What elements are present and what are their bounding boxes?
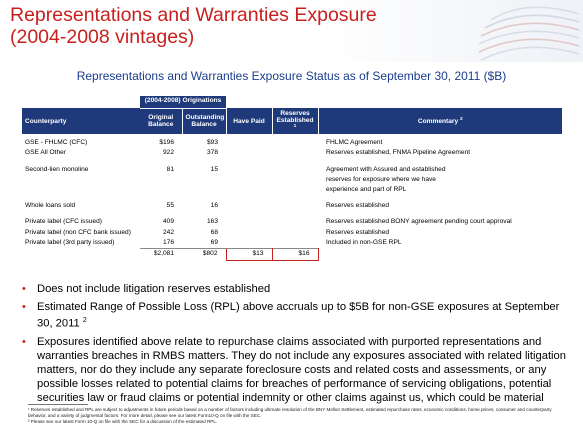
col-outstanding-line1: Outstanding [185,114,225,122]
row-commentary: FHLMC Agreement [326,139,383,146]
col-counterparty: Counterparty [22,108,140,134]
row-original: 922 [162,149,174,157]
col-reserves-footnote-ref: 1 [293,123,297,129]
row-original: 176 [162,238,174,246]
row-commentary: Reserves established BONY agreement pend… [326,218,512,226]
total-outstanding: $802 [182,247,226,261]
col-outstanding-line2: Balance [191,121,217,129]
row-original: 55 [166,201,174,209]
row-counterparty: GSE All Other [25,149,67,157]
bullet-dot-icon: • [22,335,26,348]
total-have-paid: $13 [225,247,273,261]
row-outstanding: 69 [210,238,218,246]
bullet-item: • Does not include litigation reserves e… [20,282,568,296]
footnote-divider [28,404,88,405]
col-have-paid: Have Paid [225,108,272,134]
row-outstanding: 163 [206,218,218,226]
bullet-dot-icon: • [22,301,26,313]
bullet-list: • Does not include litigation reserves e… [20,282,568,409]
row-original: 242 [162,228,174,236]
col-commentary-text: Commentary [417,118,459,126]
row-outstanding: $93 [206,139,218,146]
originations-band-label: (2004-2008) Originations [140,96,226,109]
bullet-footnote-ref: 2 [82,317,87,324]
row-original: 81 [166,165,174,173]
row-paid [226,138,272,148]
col-original-line1: Original [148,114,174,122]
table-subtitle: Representations and Warranties Exposure … [76,69,507,83]
row-counterparty: Whole loans sold [25,201,76,209]
footnotes: ¹ Reserves established and RPL are subje… [28,407,563,425]
col-original-line2: Balance [148,121,174,129]
col-outstanding-balance: Outstanding Balance [181,108,226,134]
row-counterparty: Private label (3rd party issued) [25,238,115,246]
row-outstanding: 378 [206,149,218,157]
table-row: GSE - FHLMC (CFC) $196 $93 FHLMC Agreeme… [22,138,562,148]
row-reserves [272,138,318,148]
col-reserves-line2-text: Established [276,116,314,124]
row-paid [226,217,272,227]
col-reserves-established: Reserves Established 1 [271,108,318,134]
row-commentary: Included in non-GSE RPL [326,238,402,246]
footnote-2: ² Please see our latest Form 10-Q on fil… [28,419,218,424]
table-row: GSE All Other 922 378 Reserves establish… [22,148,562,158]
row-commentary-line: Agreement with Assured and established [326,165,446,173]
table-row: Whole loans sold 55 16 Reserves establis… [22,201,562,211]
row-commentary: Reserves established [326,201,390,209]
exposure-table-container: (2004-2008) Originations Counterparty Or… [22,96,562,261]
total-reserves: $16 [271,247,319,261]
row-reserves [272,228,318,238]
row-counterparty: Second-lien monoline [25,165,89,173]
bullet-item: • Exposures identified above relate to r… [20,335,568,405]
row-paid [226,165,272,195]
row-paid [226,228,272,238]
table-row: Private label (CFC issued) 409 163 Reser… [22,217,562,227]
row-reserves [272,238,318,249]
row-paid [226,148,272,158]
row-commentary-line: experience and part of RPL [326,185,407,193]
flagscape-logo-icon [478,6,580,61]
title-line-1: Representations and Warranties Exposure [10,4,377,26]
slide-header: Representations and Warranties Exposure … [0,0,583,62]
table-row: Private label (3rd party issued) 176 69 … [22,238,562,249]
bullet-text: Exposures identified above relate to rep… [37,335,566,404]
col-original-balance: Original Balance [140,108,182,134]
row-outstanding: 15 [210,165,218,173]
col-commentary-footnote-ref: 2 [459,116,463,122]
row-original: 409 [162,218,174,226]
originations-band-row: (2004-2008) Originations [22,96,562,109]
row-outstanding: 68 [210,228,218,236]
col-reserves-line2: Established 1 [276,117,315,132]
bullet-item: • Estimated Range of Possible Loss (RPL)… [20,300,568,331]
exposure-table: (2004-2008) Originations Counterparty Or… [22,96,562,261]
row-paid [226,238,272,249]
row-commentary-line: reserves for exposure where we have [326,175,436,183]
row-paid [226,201,272,211]
bullet-dot-icon: • [22,283,26,295]
row-reserves [272,148,318,158]
row-reserves [272,217,318,227]
row-reserves [272,165,318,195]
table-header-row: Counterparty Original Balance Outstandin… [22,108,562,134]
row-outstanding: 16 [210,201,218,209]
title-line-2: (2004-2008 vintages) [10,26,195,48]
slide-title: Representations and Warranties Exposure … [10,4,480,48]
row-commentary: Reserves established [326,228,390,236]
row-commentary: Reserves established, FNMA Pipeline Agre… [326,149,471,157]
row-commentary: Agreement with Assured and established r… [318,165,562,195]
col-reserves-line1: Reserves [280,109,310,117]
row-counterparty: Private label (non CFC bank issued) [25,228,131,236]
row-counterparty: Private label (CFC issued) [25,218,102,226]
table-row: Second-lien monoline 81 15 Agreement wit… [22,165,562,195]
footnote-1: ¹ Reserves established and RPL are subje… [28,407,552,418]
bullet-text: Does not include litigation reserves est… [37,283,271,295]
table-total-row: $2,081 $802 $13 $16 [22,247,562,261]
total-original: $2,081 [140,247,182,261]
row-reserves [272,201,318,211]
row-original: $196 [159,139,174,146]
col-commentary: Commentary 2 [317,108,562,134]
bullet-text: Estimated Range of Possible Loss (RPL) a… [37,301,560,330]
table-row: Private label (non CFC bank issued) 242 … [22,228,562,238]
row-counterparty: GSE - FHLMC (CFC) [25,139,88,146]
